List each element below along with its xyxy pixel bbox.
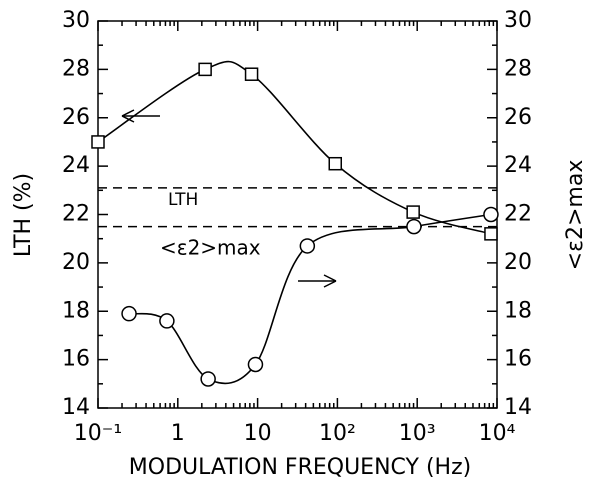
y2-tick-label: 26 [504, 105, 532, 130]
y2-tick-label: 24 [504, 153, 532, 178]
circle-marker [121, 305, 137, 322]
x-axis-label: MODULATION FREQUENCY (Hz) [129, 455, 471, 480]
x-tick-label: 10² [319, 421, 356, 446]
y2-tick-label: 22 [504, 202, 532, 227]
y2-tick-label: 14 [504, 395, 532, 420]
square-marker [328, 156, 343, 171]
y2-tick-label: 16 [504, 347, 532, 372]
y-tick-label: 22 [62, 202, 90, 227]
circle-marker [406, 218, 422, 235]
x-tick-label: 10³ [399, 421, 436, 446]
circle-marker [483, 206, 499, 223]
y-tick-label: 28 [62, 56, 90, 81]
y-axis-label: LTH (%) [11, 173, 36, 257]
square-marker [406, 205, 420, 219]
y-tick-label: 16 [62, 347, 90, 372]
right-arrow [298, 274, 337, 288]
plot-frame [97, 20, 498, 409]
square-marker [198, 62, 212, 77]
circle-marker [200, 371, 216, 387]
y-tick-label: 20 [62, 250, 90, 275]
x-tick-label: 10 [244, 421, 272, 446]
series-line [97, 60, 492, 235]
y2-tick-label: 20 [504, 250, 532, 275]
circle-marker [299, 238, 316, 254]
square-marker [91, 135, 105, 149]
circle-marker [159, 313, 175, 329]
y-tick-label: 26 [62, 105, 90, 130]
y-tick-label: 18 [62, 298, 90, 323]
y-tick-label: 24 [62, 153, 90, 178]
y2-axis-label: <ε2>max [563, 160, 588, 271]
eps-label: <ε2>max [160, 236, 261, 260]
lth-label: LTH [168, 190, 198, 210]
x-tick-label: 10⁻¹ [74, 421, 122, 446]
square-marker [244, 67, 259, 81]
y-tick-label: 30 [62, 8, 90, 33]
y-tick-label: 14 [62, 395, 90, 420]
y2-tick-label: 18 [504, 298, 532, 323]
circle-marker [247, 356, 264, 373]
left-arrow [121, 109, 160, 123]
x-tick-label: 10⁴ [479, 421, 516, 446]
square-marker [484, 227, 498, 241]
y2-tick-label: 28 [504, 56, 532, 81]
y2-tick-label: 30 [504, 8, 532, 33]
x-tick-label: 1 [171, 421, 185, 446]
